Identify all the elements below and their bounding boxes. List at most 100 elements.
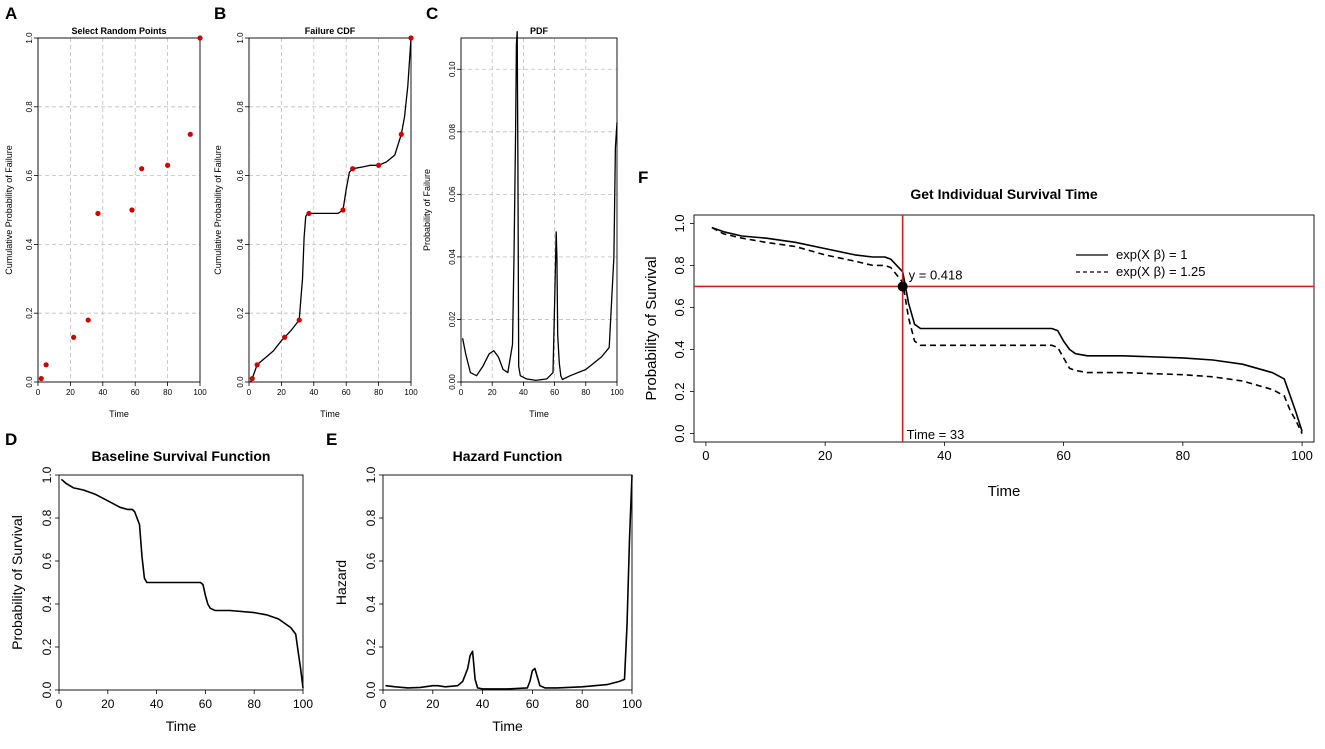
y-tick-label: 1.0 — [25, 32, 34, 44]
y-tick-label: 1.0 — [672, 214, 687, 232]
plot-frame — [693, 214, 1315, 443]
data-point — [350, 166, 356, 172]
y-axis-label: Hazard — [333, 560, 349, 605]
y-tick-label: 0.4 — [364, 595, 378, 612]
y-tick-label: 0.8 — [25, 101, 34, 113]
plot-frame — [58, 474, 304, 691]
x-tick-label: 0 — [702, 448, 709, 463]
y-tick-label: 0.6 — [236, 169, 245, 181]
x-tick-label: 40 — [476, 697, 490, 711]
data-point — [398, 131, 404, 137]
y-tick-label: 0.8 — [364, 509, 378, 526]
data-point — [38, 375, 44, 382]
panel-label-c: C — [426, 4, 438, 23]
y-tick-label: 0.04 — [448, 249, 457, 265]
y-tick-label: 0.2 — [364, 638, 378, 655]
y-axis-label: Cumulative Probability of Failure — [213, 145, 223, 275]
y-tick-label: 0.8 — [236, 101, 245, 113]
y-tick-label: 0.0 — [672, 425, 687, 443]
data-point — [340, 207, 346, 213]
plot-frame — [248, 37, 412, 383]
x-tick-label: 40 — [937, 448, 951, 463]
x-tick-label: 80 — [374, 388, 383, 397]
x-tick-label: 40 — [519, 388, 528, 397]
chart-title: Baseline Survival Function — [92, 448, 271, 464]
x-tick-label: 100 — [622, 697, 642, 711]
series-line-main — [461, 31, 618, 382]
y-tick-label: 0.8 — [40, 509, 54, 526]
y-axis-label: Probability of Survival — [9, 515, 25, 650]
series-line-main — [250, 37, 412, 383]
y-tick-label: 0.2 — [40, 638, 54, 655]
x-tick-label: 20 — [426, 697, 440, 711]
y-tick-label: 0.08 — [448, 123, 457, 139]
chart-failure-cdf: 0 20 40 60 80 100 0.0 0.2 0.4 0.6 0.8 1.0 Failure CD… — [213, 26, 418, 419]
data-point — [85, 317, 91, 323]
y-tick-label: 1.0 — [40, 466, 54, 483]
y-tick-label: 0.0 — [40, 681, 54, 698]
x-tick-label: 80 — [1176, 448, 1190, 463]
y-tick-label: 0.4 — [236, 238, 245, 250]
x-tick-label: 60 — [199, 697, 213, 711]
chart-select-random-points: 0 20 40 60 80 100 0.0 0.2 0.4 0.6 0.8 1.0 Select Ran… — [4, 26, 207, 419]
legend-label-dashed: exp(X β) = 1.25 — [1116, 264, 1206, 279]
x-tick-label: 60 — [1056, 448, 1070, 463]
series-line-main — [385, 474, 633, 690]
legend-label-solid: exp(X β) = 1 — [1116, 247, 1187, 262]
x-axis-label: Time — [988, 483, 1021, 500]
x-tick-label: 40 — [150, 697, 164, 711]
x-tick-label: 100 — [1291, 448, 1313, 463]
y-tick-label: 0.6 — [40, 552, 54, 569]
x-tick-label: 60 — [131, 388, 140, 397]
series-line-main — [711, 226, 1303, 432]
chart-title: Hazard Function — [453, 448, 563, 464]
annotation-time-value: Time = 33 — [907, 427, 965, 442]
y-tick-label: 0.0 — [364, 681, 378, 698]
x-axis-label: Time — [529, 409, 549, 419]
x-tick-label: 20 — [818, 448, 832, 463]
plot-frame — [37, 37, 201, 383]
x-tick-label: 20 — [277, 388, 286, 397]
y-tick-label: 0.2 — [236, 307, 245, 319]
x-tick-label: 60 — [526, 697, 540, 711]
annotation-y-value: y = 0.418 — [909, 267, 963, 282]
x-axis-label: Time — [492, 718, 523, 734]
y-tick-label: 0.00 — [448, 374, 457, 390]
plot-frame — [460, 37, 618, 383]
panel-label-d: D — [5, 430, 17, 449]
chart-title: PDF — [530, 26, 549, 36]
data-point — [376, 162, 382, 168]
x-tick-label: 0 — [36, 388, 41, 397]
y-tick-label: 0.8 — [672, 256, 687, 274]
x-tick-label: 40 — [98, 388, 107, 397]
y-tick-label: 0.0 — [25, 376, 34, 388]
x-tick-label: 80 — [576, 697, 590, 711]
y-tick-label: 0.02 — [448, 311, 457, 327]
panel-label-e: E — [326, 430, 337, 449]
data-point — [129, 207, 135, 213]
data-point — [306, 210, 312, 217]
y-tick-label: 0.2 — [25, 307, 34, 319]
data-point — [139, 166, 145, 172]
series-line-dashed — [711, 226, 1303, 434]
data-point — [254, 362, 260, 368]
series-line-main — [60, 478, 304, 688]
x-tick-label: 0 — [459, 388, 464, 397]
x-tick-label: 40 — [309, 388, 318, 397]
x-tick-label: 100 — [404, 388, 418, 397]
x-axis-label: Time — [109, 409, 129, 419]
x-tick-label: 100 — [610, 388, 624, 397]
data-point — [408, 35, 414, 41]
x-tick-label: 60 — [342, 388, 351, 397]
x-tick-label: 0 — [56, 697, 63, 711]
y-axis-label: Cumulative Probability of Failure — [4, 145, 14, 275]
chart-title: Failure CDF — [305, 26, 356, 36]
y-tick-label: 0.6 — [364, 552, 378, 569]
data-point — [95, 210, 101, 217]
chart-pdf: 0 20 40 60 80 100 0.00 0.02 0.04 0.06 0.08 0.10 PDF T… — [422, 26, 624, 419]
y-axis-label: Probability of Failure — [422, 169, 432, 251]
data-point — [165, 162, 171, 168]
chart-title: Get Individual Survival Time — [910, 186, 1097, 202]
y-tick-label: 1.0 — [364, 466, 378, 483]
x-tick-label: 60 — [550, 388, 559, 397]
